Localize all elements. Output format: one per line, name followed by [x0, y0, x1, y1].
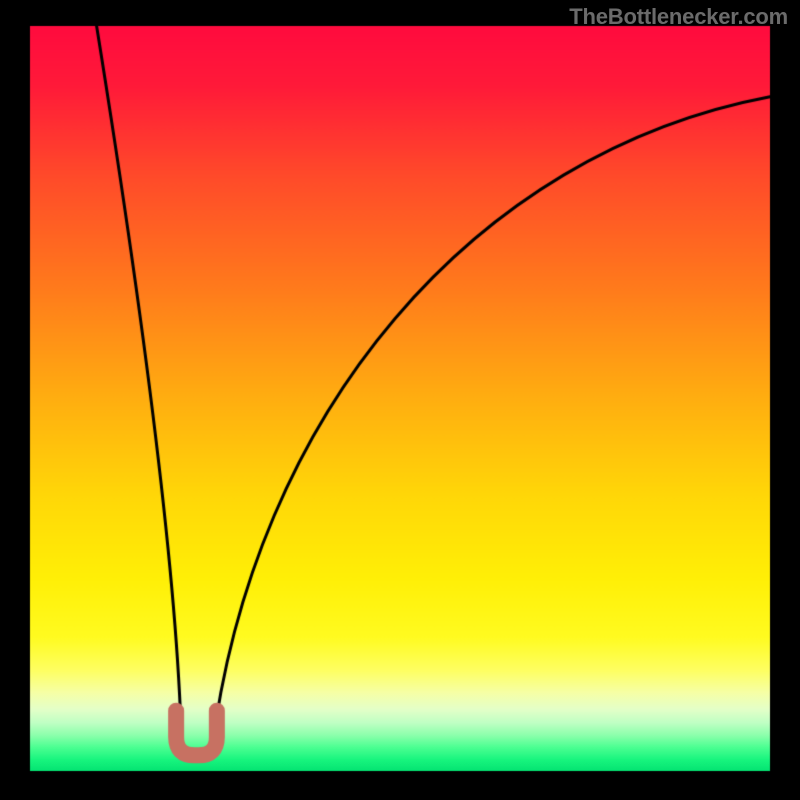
bottleneck-chart [0, 0, 800, 800]
watermark-text: TheBottlenecker.com [569, 4, 788, 30]
